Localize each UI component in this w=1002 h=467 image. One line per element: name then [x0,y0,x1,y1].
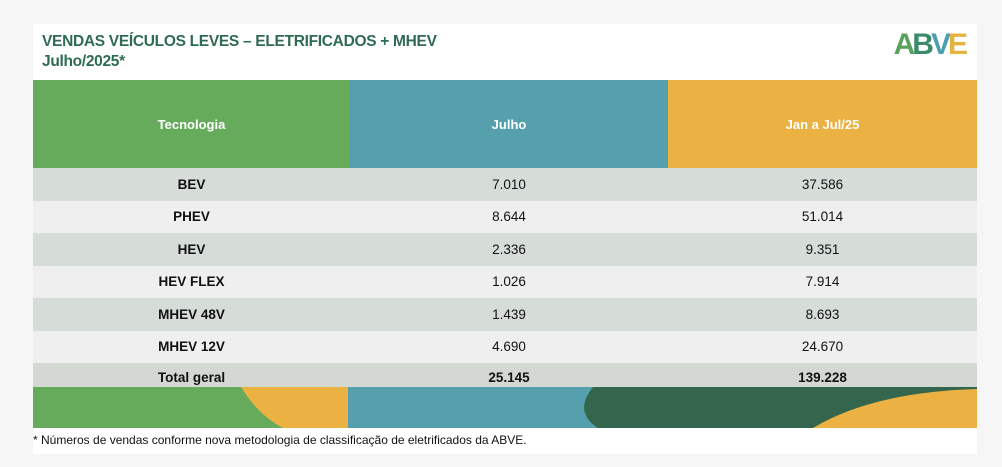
title-line-1: VENDAS VEÍCULOS LEVES – ELETRIFICADOS + … [42,33,437,50]
table-row: HEV FLEX 1.026 7.914 [33,265,977,298]
ytd-cell: 51.014 [668,200,977,233]
table-row: BEV 7.010 37.586 [33,168,977,201]
month-cell: 1.026 [350,265,668,298]
month-cell: 1.439 [350,298,668,331]
column-header-technology: Tecnologia [33,80,350,168]
technology-cell: MHEV 48V [33,298,350,331]
technology-cell: MHEV 12V [33,330,350,363]
table-row: PHEV 8.644 51.014 [33,200,977,233]
total-tech-cell: Total geral [33,363,350,391]
technology-cell: BEV [33,168,350,201]
total-ytd-cell: 139.228 [668,363,977,391]
ytd-cell: 24.670 [668,330,977,363]
footnote: * Números de vendas conforme nova metodo… [33,433,527,447]
table-row: HEV 2.336 9.351 [33,233,977,266]
total-row: Total geral 25.145 139.228 [33,363,977,391]
title-line-2: Julho/2025* [42,53,125,70]
page-title: VENDAS VEÍCULOS LEVES – ELETRIFICADOS + … [42,32,437,72]
month-cell: 7.010 [350,168,668,201]
month-cell: 4.690 [350,330,668,363]
technology-cell: HEV FLEX [33,265,350,298]
ytd-cell: 37.586 [668,168,977,201]
table-row: MHEV 48V 1.439 8.693 [33,298,977,331]
ytd-cell: 7.914 [668,265,977,298]
column-header-month: Julho [350,80,668,168]
sales-table: Tecnologia Julho Jan a Jul/25 BEV 7.010 37… [33,80,977,391]
month-cell: 2.336 [350,233,668,266]
abve-logo: ABVE [893,28,968,61]
decorative-band [33,387,977,428]
total-month-cell: 25.145 [350,363,668,391]
table-row: MHEV 12V 4.690 24.670 [33,330,977,363]
ytd-cell: 9.351 [668,233,977,266]
column-header-ytd: Jan a Jul/25 [668,80,977,168]
technology-cell: PHEV [33,200,350,233]
ytd-cell: 8.693 [668,298,977,331]
sales-card: VENDAS VEÍCULOS LEVES – ELETRIFICADOS + … [33,24,977,454]
technology-cell: HEV [33,233,350,266]
month-cell: 8.644 [350,200,668,233]
